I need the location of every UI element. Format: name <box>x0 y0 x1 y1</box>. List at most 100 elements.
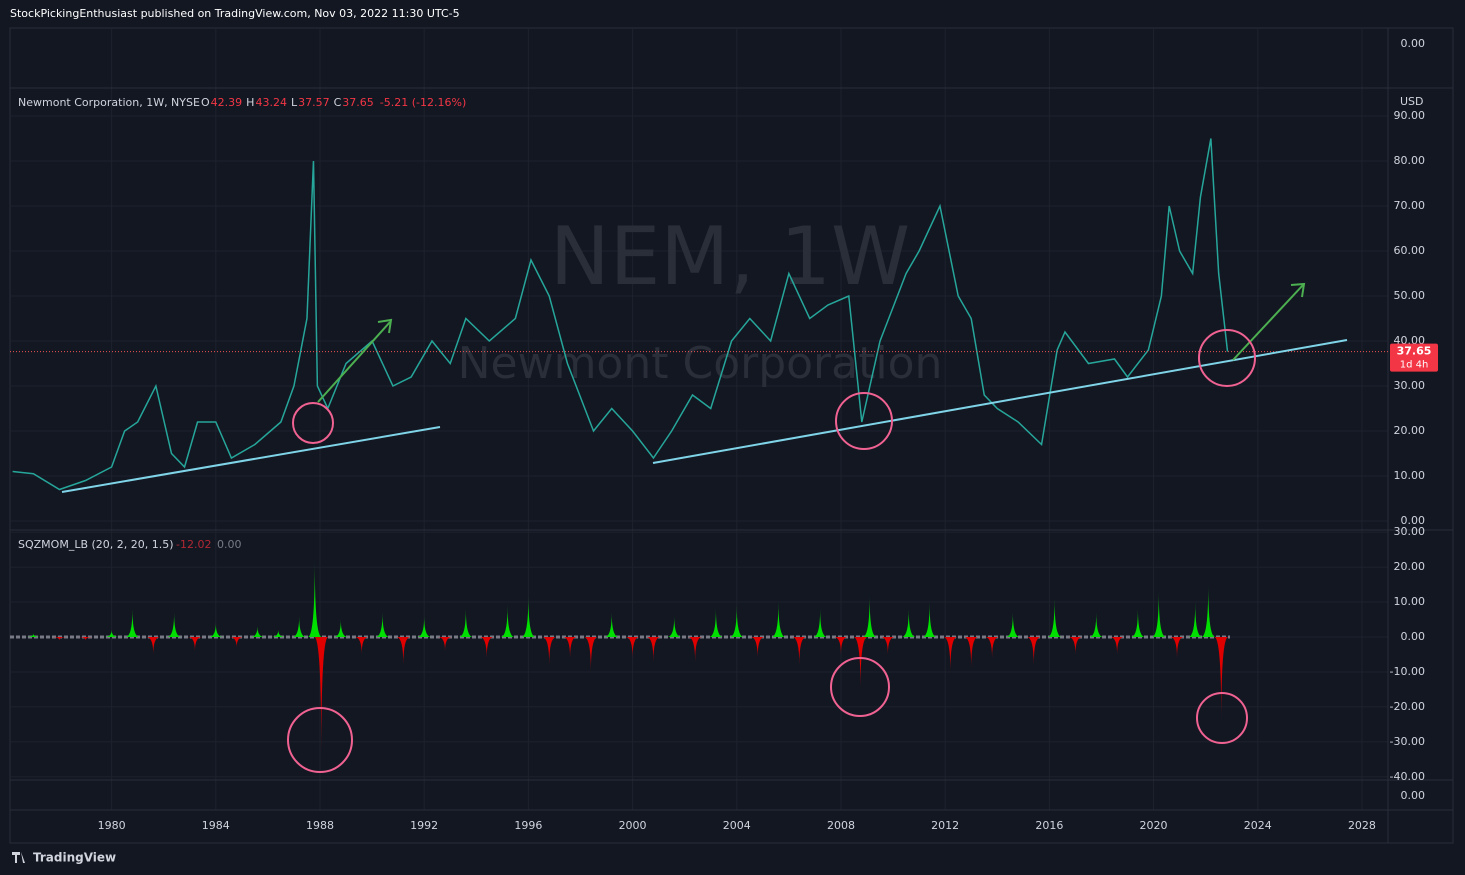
momentum-bar <box>125 609 140 637</box>
legend-title: SQZMOM_LB (20, 2, 20, 1.5) <box>18 538 174 551</box>
momentum-bar <box>417 616 432 637</box>
y-tick-label: 0.00 <box>1401 514 1426 527</box>
circle <box>287 707 353 773</box>
momentum-bar <box>250 626 265 637</box>
momentum-bar <box>583 636 598 672</box>
ohlc-label: C <box>334 96 342 109</box>
momentum-bar <box>563 636 578 658</box>
momentum-bar <box>901 609 916 637</box>
momentum-bar <box>943 636 958 672</box>
y-tick-label: 0.00 <box>1401 789 1426 802</box>
y-tick-label: 0.00 <box>1401 630 1426 643</box>
momentum-bar <box>104 630 119 637</box>
y-tick-label: -20.00 <box>1390 700 1425 713</box>
momentum-bar <box>1005 612 1020 637</box>
change: -5.21 (-12.16%) <box>380 96 466 109</box>
ohlc-label: L <box>291 96 298 109</box>
momentum-bar <box>314 636 329 756</box>
arrow <box>1232 284 1304 361</box>
x-tick-label: 1984 <box>202 819 230 832</box>
arrow-head <box>377 318 393 334</box>
momentum-bar <box>853 636 868 690</box>
momentum-bar <box>729 605 744 637</box>
x-tick-label: 2016 <box>1035 819 1063 832</box>
ohlc-value: 43.24 <box>255 96 287 109</box>
x-tick-label: 2020 <box>1140 819 1168 832</box>
momentum-bar <box>1089 612 1104 637</box>
watermark: Newmont Corporation <box>458 338 943 389</box>
momentum-bar <box>396 636 411 665</box>
circle <box>1196 692 1248 744</box>
y-tick-label: 20.00 <box>1394 424 1426 437</box>
trendline <box>652 339 1348 464</box>
ohlc-value: 37.57 <box>298 96 330 109</box>
annotations <box>61 282 1348 773</box>
momentum-bar <box>604 612 619 637</box>
circle <box>1198 329 1256 387</box>
momentum-bar <box>1110 636 1125 655</box>
momentum-bar <box>292 616 307 637</box>
momentum-bar <box>542 636 557 665</box>
momentum-bar <box>479 636 494 658</box>
ohlc-label: O <box>201 96 210 109</box>
x-tick-label: 2000 <box>619 819 647 832</box>
y-tick-label: 0.00 <box>1401 37 1426 50</box>
momentum-bar <box>708 609 723 637</box>
momentum-bar <box>458 609 473 637</box>
ohlc-value: 42.39 <box>211 96 243 109</box>
labels: 1980 1984 1988 1992 1996 2000 2004 2008 2012 2016… <box>18 37 1438 832</box>
momentum-bar <box>229 636 244 648</box>
x-tick-label: 1992 <box>410 819 438 832</box>
y-tick-label: -40.00 <box>1390 770 1425 783</box>
x-tick-label: 1980 <box>98 819 126 832</box>
momentum-bar <box>307 560 322 637</box>
momentum-bar <box>1068 636 1083 655</box>
header-title: StockPickingEnthusiast published on Trad… <box>10 7 460 20</box>
watermark: NEM, 1W <box>550 210 910 303</box>
circle <box>292 402 334 444</box>
momentum-bar <box>688 636 703 662</box>
legend-value: 0.00 <box>217 538 242 551</box>
price-badge-value: 37.65 <box>1397 345 1432 358</box>
momentum-bar <box>813 609 828 637</box>
legend-title: Newmont Corporation, 1W, NYSE <box>18 96 200 109</box>
momentum-bar <box>1151 591 1166 637</box>
y-tick-label: 30.00 <box>1394 525 1426 538</box>
x-tick-label: 2004 <box>723 819 751 832</box>
y-tick-label: 10.00 <box>1394 469 1426 482</box>
ohlc-value: 37.65 <box>342 96 374 109</box>
x-tick-label: 2028 <box>1348 819 1376 832</box>
price-line <box>12 138 1229 491</box>
grid <box>10 28 1388 810</box>
x-tick-label: 1996 <box>514 819 542 832</box>
momentum-bar <box>792 636 807 665</box>
momentum-bar <box>1026 636 1041 665</box>
momentum-bar <box>750 636 765 658</box>
momentum-bar <box>26 633 41 637</box>
trendline <box>61 426 441 493</box>
momentum-bar <box>1188 602 1203 637</box>
plot <box>10 138 1388 756</box>
momentum-bar <box>78 636 93 641</box>
momentum-bar <box>1047 598 1062 637</box>
momentum-bar <box>771 602 786 637</box>
currency: USD <box>1400 95 1424 108</box>
y-tick-label: 20.00 <box>1394 560 1426 573</box>
x-tick-label: 2008 <box>827 819 855 832</box>
logo <box>12 852 25 863</box>
momentum-bar <box>521 595 536 637</box>
momentum-bar <box>52 636 67 641</box>
y-tick-label: -30.00 <box>1390 735 1425 748</box>
arrow-head <box>1290 282 1306 298</box>
circle <box>830 657 890 717</box>
momentum-bar <box>964 636 979 669</box>
y-tick-label: 90.00 <box>1394 109 1426 122</box>
chart-frame <box>9 27 1454 844</box>
momentum-bar <box>146 636 161 655</box>
y-tick-label: 10.00 <box>1394 595 1426 608</box>
momentum-bar <box>500 605 515 637</box>
y-tick-label: 30.00 <box>1394 379 1426 392</box>
circle <box>835 392 893 450</box>
